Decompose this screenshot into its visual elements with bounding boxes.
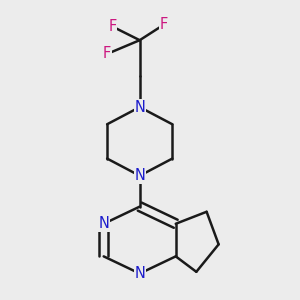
Text: N: N <box>134 266 145 281</box>
Text: N: N <box>134 100 145 115</box>
Text: F: F <box>160 17 168 32</box>
Text: F: F <box>108 19 116 34</box>
Text: N: N <box>98 216 109 231</box>
Text: N: N <box>134 168 145 183</box>
Text: F: F <box>103 46 111 62</box>
